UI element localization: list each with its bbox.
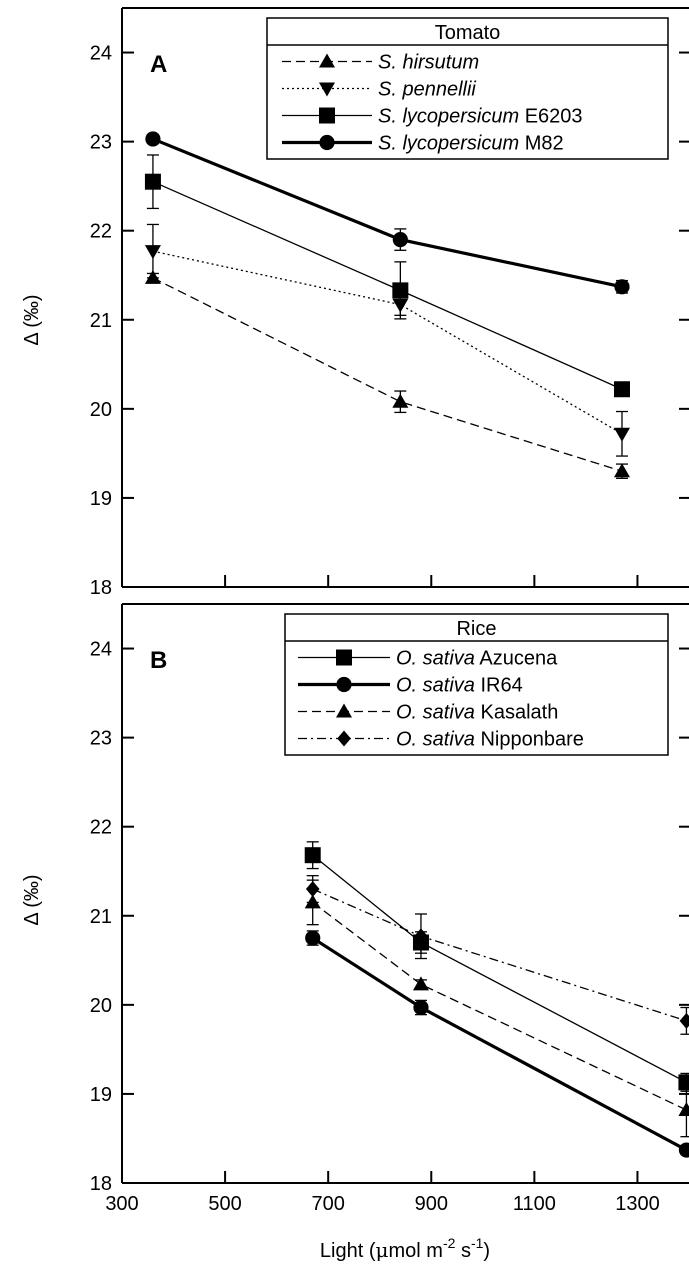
legend-entry: S. lycopersicum E6203 <box>378 106 583 128</box>
legend-entry: S. hirsutum <box>378 52 479 74</box>
y-tick-label: 22 <box>90 817 112 839</box>
data-point-marker <box>319 107 335 124</box>
y-tick-label: 20 <box>90 995 112 1017</box>
panel-b-legend: Rice O. sativa Azucena O. sativa IR64 O. sa… <box>284 613 669 756</box>
x-tick-label: 700 <box>311 1193 344 1215</box>
y-tick-label: 22 <box>90 221 112 243</box>
data-point-marker <box>412 976 429 991</box>
legend-entry: O. sativa Kasalath <box>396 702 558 724</box>
panel-a-legend: Tomato S. hirsutum S. pennellii S. lycopers… <box>266 17 669 160</box>
data-point-marker <box>678 1074 689 1091</box>
data-point-marker <box>613 381 630 398</box>
panel-b: B 18 19 20 21 22 23 24 300 500 700 900 1100 1300 Ric… <box>21 603 689 1215</box>
data-point-marker <box>392 232 408 248</box>
data-point-marker <box>336 703 352 718</box>
data-point-marker <box>305 930 321 946</box>
y-tick-label: 18 <box>90 577 112 599</box>
legend-entry: O. sativa IR64 <box>396 675 523 697</box>
series-line <box>152 181 623 390</box>
y-tick-label: 19 <box>90 488 112 510</box>
series-o-sativa-ir64 <box>305 930 689 1158</box>
y-tick-label: 24 <box>90 639 112 661</box>
x-tick-label: 1100 <box>513 1193 556 1215</box>
legend-entry: S. pennellii <box>378 79 476 101</box>
legend-title: Rice <box>456 618 496 640</box>
series-s-lycopersicum-m82 <box>145 131 630 295</box>
series-line <box>152 277 623 472</box>
series-s-pennellii <box>144 223 630 457</box>
x-tick-label: 500 <box>208 1193 241 1215</box>
series-s-lycopersicum-e6203 <box>144 154 630 398</box>
y-tick-label: 23 <box>90 728 112 750</box>
y-tick-label: 21 <box>90 906 112 928</box>
data-point-marker <box>337 730 351 747</box>
data-point-marker <box>414 928 428 945</box>
legend-title: Tomato <box>435 22 501 44</box>
legend-entry: O. sativa Azucena <box>396 648 558 670</box>
x-axis-title: Light (μmol m-2 s-1) <box>320 1235 490 1262</box>
panel-b-ylabel: Δ (‰) <box>21 874 43 925</box>
data-point-marker <box>614 279 630 295</box>
data-point-marker <box>336 649 352 666</box>
y-tick-label: 24 <box>90 43 112 65</box>
panel-a-axes: 18 19 20 21 22 23 24 <box>90 7 689 599</box>
data-point-marker <box>613 427 630 442</box>
data-point-marker <box>319 82 335 97</box>
data-point-marker <box>679 1012 689 1029</box>
panel-letter-b: B <box>150 647 167 674</box>
x-tick-label: 900 <box>415 1193 448 1215</box>
legend-box <box>266 17 669 160</box>
x-tick-label: 1300 <box>615 1193 660 1215</box>
y-tick-label: 18 <box>90 1173 112 1195</box>
data-point-marker <box>319 53 335 68</box>
data-point-marker <box>304 847 321 864</box>
y-tick-label: 20 <box>90 399 112 421</box>
panel-a-series <box>144 131 630 479</box>
data-point-marker <box>678 1142 689 1158</box>
panel-b-axes: 18 19 20 21 22 23 24 300 500 700 900 1100 1300 <box>90 603 689 1215</box>
x-tick-label: 300 <box>105 1193 138 1215</box>
data-point-marker <box>613 463 630 478</box>
series-line <box>312 888 687 1022</box>
data-point-marker <box>336 676 352 693</box>
data-point-marker <box>145 131 161 147</box>
y-tick-label: 19 <box>90 1084 112 1106</box>
data-point-marker <box>144 173 161 190</box>
legend-entry: S. lycopersicum M82 <box>378 133 564 155</box>
panel-b-series <box>304 841 689 1158</box>
series-s-hirsutum <box>144 269 630 479</box>
y-tick-label: 21 <box>90 310 112 332</box>
series-line <box>312 901 687 1111</box>
panel-letter-a: A <box>150 51 167 78</box>
series-line <box>311 936 688 1152</box>
series-line <box>152 250 623 435</box>
data-point-marker <box>678 1101 689 1116</box>
data-point-marker <box>413 999 429 1016</box>
data-point-marker <box>305 881 320 898</box>
panel-a: A 18 19 20 21 22 23 24 Tomato S. hirsutum S. pen… <box>21 7 689 599</box>
data-point-marker <box>392 393 409 408</box>
data-point-marker <box>319 134 335 151</box>
data-point-marker <box>392 282 409 299</box>
series-o-sativa-azucena <box>304 841 689 1092</box>
y-tick-label: 23 <box>90 132 112 154</box>
legend-entry: O. sativa Nipponbare <box>396 729 584 751</box>
data-point-marker <box>144 245 161 260</box>
series-o-sativa-nipponbare <box>305 875 689 1035</box>
panel-a-ylabel: Δ (‰) <box>21 294 43 345</box>
series-o-sativa-kasalath <box>304 879 689 1138</box>
